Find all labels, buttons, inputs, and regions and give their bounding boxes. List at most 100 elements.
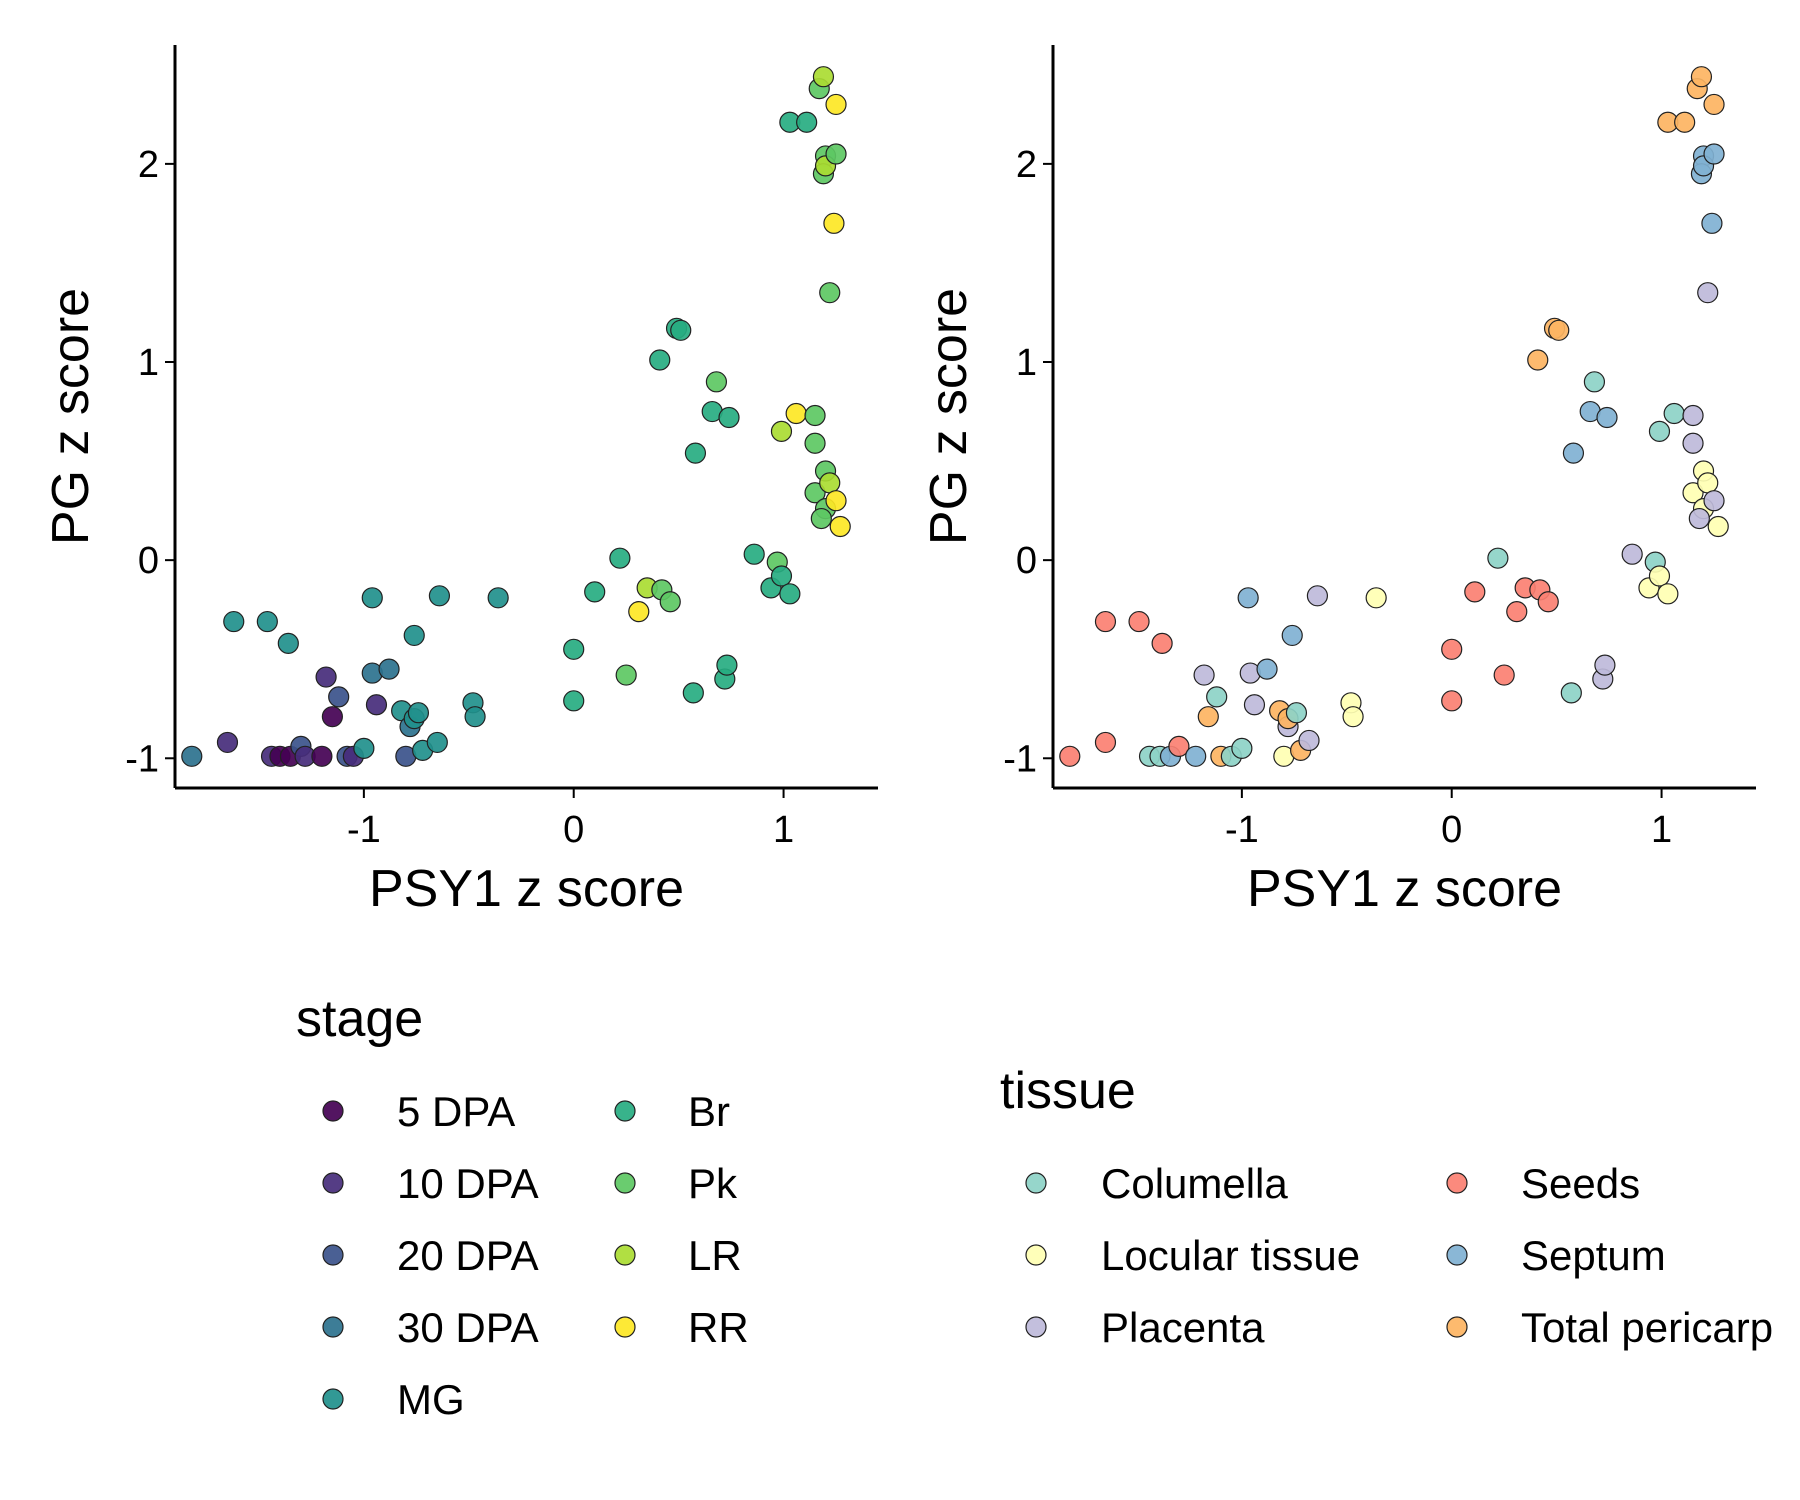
data-point [1256,658,1278,680]
data-point [1237,587,1259,609]
data-point [1703,143,1725,165]
data-point [1306,585,1329,607]
legend-label: Placenta [1101,1304,1265,1351]
data-point [223,610,245,633]
data-point [1648,420,1671,442]
data-point [464,706,486,728]
data-point [216,731,239,754]
data-point [718,406,740,429]
legend-key [614,1316,636,1338]
data-point [428,585,451,607]
scatter-panel-2: -1 0 1 -1 0 1 2 PSY1 z score PG z score tissue Col… [920,45,1773,1351]
data-point [823,212,845,234]
data-point [1128,610,1150,633]
x-tick-label: 1 [773,809,794,851]
data-point [825,93,847,116]
legend-title: tissue [1000,1062,1136,1120]
data-point [315,666,337,688]
data-point [426,731,448,754]
data-point [181,745,203,767]
data-point [407,702,430,724]
data-point [365,694,388,716]
data-point [682,682,704,704]
data-point [812,66,835,88]
data-point [1206,686,1228,708]
legend-label: Pk [688,1160,738,1207]
data-point [609,547,631,569]
data-point [1697,282,1719,304]
x-tick-label: -1 [347,809,381,851]
data-point [1596,406,1618,429]
data-point [825,490,847,512]
data-point [1185,745,1207,767]
legend-label: 10 DPA [397,1160,539,1207]
data-point [659,591,681,613]
data-point [1562,442,1585,464]
legend-label: RR [688,1304,749,1351]
data-point [1493,664,1515,686]
data-point [1094,731,1117,754]
data-point [1548,319,1570,341]
legend-key [1025,1172,1047,1194]
legend-key [1446,1316,1468,1338]
legend-label: Seeds [1521,1160,1640,1207]
data-point [804,404,826,427]
y-tick-label: 2 [1016,144,1037,186]
legend-label: LR [688,1232,742,1279]
data-point [403,624,425,647]
legend-key [614,1172,636,1194]
x-tick-label: 0 [1441,809,1462,851]
data-point [1682,404,1704,427]
data-point [1285,702,1308,724]
data-point [1682,432,1704,454]
legend-label: Br [688,1088,730,1135]
data-point [1441,690,1463,712]
data-point [321,706,343,728]
data-point [1697,472,1719,494]
data-point [1707,515,1729,538]
legend-key [322,1388,344,1410]
data-point [819,472,841,494]
legend-label: Locular tissue [1101,1232,1360,1279]
legend-key [1446,1172,1468,1194]
data-point [615,664,637,686]
data-point [563,638,585,660]
data-point [705,371,728,393]
x-axis-title: PSY1 z score [369,860,684,918]
legend-label: Columella [1101,1160,1288,1207]
data-point [810,507,832,530]
y-axis-title: PG z score [920,288,978,545]
data-point [1703,490,1725,512]
data-point [311,745,333,767]
data-point [1464,581,1486,603]
legend-key [1446,1244,1468,1266]
data-point [1560,682,1582,704]
data-point [1621,543,1643,565]
data-point [1657,583,1679,605]
data-point [649,349,671,371]
data-point [1094,610,1117,633]
y-tick-label: 0 [1016,540,1037,582]
legend-key [614,1100,636,1122]
data-point [1583,371,1606,393]
data-point [670,319,692,341]
data-point [378,658,400,680]
data-point [1701,212,1723,234]
data-point [277,632,299,654]
data-point [1688,507,1710,530]
y-tick-label: 1 [1016,342,1037,384]
legend-title: stage [296,990,423,1048]
y-axis-title: PG z score [42,288,100,545]
legend-label: MG [397,1376,465,1423]
data-point [628,601,650,623]
data-point [1441,638,1463,660]
data-point [353,737,375,759]
data-point [770,420,793,442]
data-point [1682,482,1704,504]
data-point [1648,565,1671,587]
data-point [1151,632,1173,654]
data-point [487,587,509,609]
data-point [1059,745,1081,767]
data-point [328,686,350,708]
